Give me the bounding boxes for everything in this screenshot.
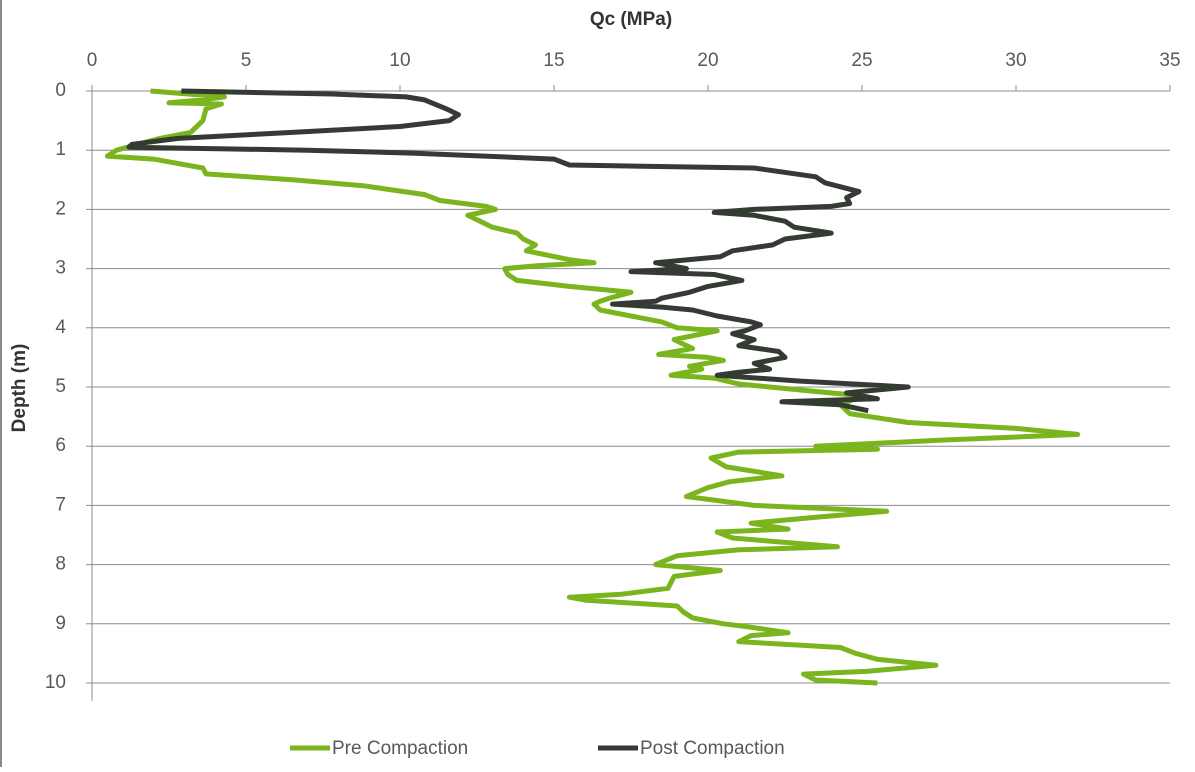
y-tick-label: 8 — [55, 554, 66, 575]
series-line — [104, 88, 1081, 686]
legend-label: Pre Compaction — [332, 738, 468, 759]
x-tick-label: 0 — [87, 50, 98, 71]
y-tick-label: 6 — [55, 435, 66, 456]
x-tick-label: 35 — [1159, 50, 1180, 71]
legend-label: Post Compaction — [640, 738, 785, 759]
x-tick-label: 30 — [1005, 50, 1026, 71]
chart-title: Qc (MPa) — [590, 9, 672, 30]
x-tick-label: 15 — [543, 50, 564, 71]
y-tick-label: 10 — [45, 672, 66, 693]
y-tick-label: 1 — [55, 139, 66, 160]
y-axis-label: Depth (m) — [9, 344, 30, 433]
y-tick-label: 2 — [55, 198, 66, 219]
y-tick-label: 7 — [55, 494, 66, 515]
series-line — [126, 88, 911, 414]
y-tick-label: 0 — [55, 80, 66, 101]
x-tick-label: 20 — [697, 50, 718, 71]
y-tick-label: 3 — [55, 258, 66, 279]
x-tick-label: 10 — [389, 50, 410, 71]
y-tick-label: 9 — [55, 613, 66, 634]
y-tick-label: 5 — [55, 376, 66, 397]
x-tick-label: 25 — [851, 50, 872, 71]
y-tick-label: 4 — [55, 317, 66, 338]
x-tick-label: 5 — [241, 50, 252, 71]
